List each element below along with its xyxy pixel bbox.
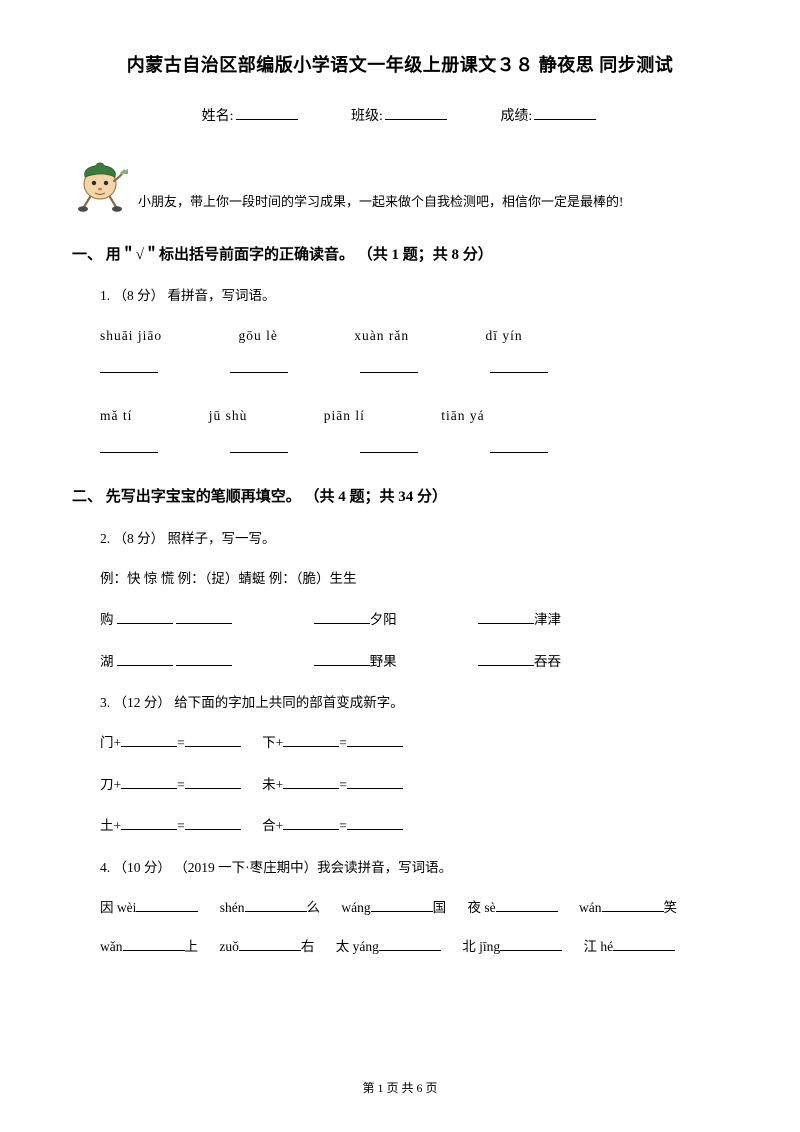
q3-row-3: 土+= 合+= <box>100 813 728 839</box>
q4-r1-b2: 么 <box>307 900 321 915</box>
student-info-line: 姓名: 班级: 成绩: <box>72 104 728 131</box>
q4-r1-d: 夜 sè <box>468 900 496 915</box>
q4-row-2: wǎn 上 zuǒ 右 太 yáng 北 jīng 江 hé <box>100 934 728 960</box>
q4-r1-c2: 国 <box>433 900 447 915</box>
q2-r1-b: 夕阳 <box>370 612 397 627</box>
q2-fill-row-2: 湖 野果 吞吞 <box>100 649 728 675</box>
section2-header: 二、 先写出字宝宝的笔顺再填空。 （共 4 题；共 34 分） <box>72 483 728 512</box>
q3-char-5: 土 <box>100 818 114 833</box>
q2-r2-b: 野果 <box>370 654 397 669</box>
q2-examples: 例：快 惊 慌 例：（捉）蜻蜓 例：（脆）生生 <box>100 566 728 592</box>
q2-r2-a: 湖 <box>100 654 114 669</box>
q2-r2-c: 吞吞 <box>534 654 561 669</box>
pinyin-8: tiān yá <box>441 403 484 429</box>
question-4: 4. （10 分） （2019 一下·枣庄期中）我会读拼音，写词语。 <box>100 855 728 881</box>
q4-row-1: 因 wèi shén 么 wáng 国 夜 sè wán 笑 <box>100 895 728 921</box>
question-2: 2. （8 分） 照样子，写一写。 <box>100 526 728 552</box>
q4-r1-b: shén <box>220 900 245 915</box>
question-1: 1. （8 分） 看拼音，写词语。 <box>100 283 728 309</box>
q4-r1-e: wán <box>579 900 602 915</box>
score-label: 成绩: <box>500 109 532 124</box>
mascot-icon <box>72 159 132 219</box>
score-blank <box>534 106 596 120</box>
q4-r2-a2: 上 <box>185 939 199 954</box>
pinyin-7: piān lí <box>324 403 365 429</box>
q4-r2-e: 江 hé <box>584 939 614 954</box>
q4-r2-b: zuǒ <box>219 939 239 954</box>
q4-r2-a: wǎn <box>100 939 123 954</box>
q4-r1-e2: 笑 <box>664 900 678 915</box>
page-footer: 第 1 页 共 6 页 <box>0 1077 800 1100</box>
name-blank <box>236 106 298 120</box>
pinyin-2: gōu lè <box>239 323 278 349</box>
pinyin-row-2: mǎ tí jū shù piān lí tiān yá <box>100 403 728 429</box>
q3-char-3: 刀 <box>100 777 114 792</box>
section1-header: 一、 用＂√＂标出括号前面字的正确读音。 （共 1 题；共 8 分） <box>72 241 728 270</box>
mascot-row: 小朋友，带上你一段时间的学习成果，一起来做个自我检测吧，相信你一定是最棒的! <box>72 159 728 219</box>
pinyin-1: shuāi jiāo <box>100 323 162 349</box>
q4-r2-d: 北 jīng <box>462 939 500 954</box>
q3-row-1: 门+= 下+= <box>100 730 728 756</box>
q2-r1-a: 购 <box>100 612 114 627</box>
q2-fill-row-1: 购 夕阳 津津 <box>100 607 728 633</box>
pinyin-5: mǎ tí <box>100 403 132 429</box>
pinyin-3: xuàn rǎn <box>354 323 409 349</box>
q3-char-4: 未 <box>262 777 276 792</box>
intro-text: 小朋友，带上你一段时间的学习成果，一起来做个自我检测吧，相信你一定是最棒的! <box>138 190 623 219</box>
q4-r2-c: 太 yáng <box>336 939 379 954</box>
q4-r2-b2: 右 <box>301 939 315 954</box>
blank-row-2 <box>100 437 728 464</box>
q3-char-1: 门 <box>100 735 114 750</box>
pinyin-6: jū shù <box>209 403 248 429</box>
class-blank <box>385 106 447 120</box>
question-3: 3. （12 分） 给下面的字加上共同的部首变成新字。 <box>100 690 728 716</box>
q3-row-2: 刀+= 未+= <box>100 772 728 798</box>
q3-char-2: 下 <box>262 735 276 750</box>
class-label: 班级: <box>351 109 383 124</box>
q4-r1-c: wáng <box>341 900 370 915</box>
q3-char-6: 合 <box>262 818 276 833</box>
pinyin-row-1: shuāi jiāo gōu lè xuàn rǎn dī yín <box>100 323 728 349</box>
name-label: 姓名: <box>202 109 234 124</box>
q2-r1-c: 津津 <box>534 612 561 627</box>
document-title: 内蒙古自治区部编版小学语文一年级上册课文３８ 静夜思 同步测试 <box>72 48 728 82</box>
q4-r1-a: 因 wèi <box>100 900 136 915</box>
pinyin-4: dī yín <box>485 323 522 349</box>
blank-row-1 <box>100 357 728 384</box>
